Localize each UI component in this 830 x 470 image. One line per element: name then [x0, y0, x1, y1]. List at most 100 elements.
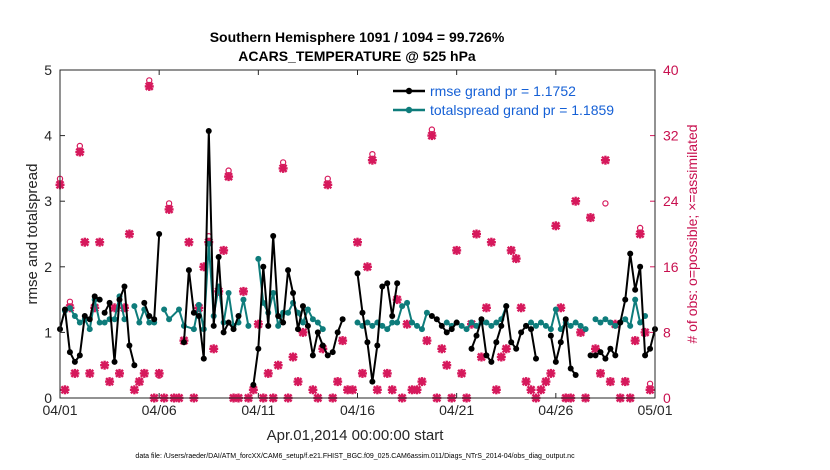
x-tick-label: 04/21: [439, 402, 474, 418]
rmse-point: [91, 293, 98, 300]
totalspread-point: [369, 322, 376, 329]
y-left-tick-labels: 0 1 2 3 4 5: [44, 62, 52, 406]
obs-assimilated-marker: [95, 237, 105, 247]
totalspread-point: [389, 319, 396, 326]
obs-assimilated-marker: [353, 237, 362, 247]
obs-assimilated-marker: [472, 229, 481, 239]
rmse-point: [319, 342, 326, 349]
totalspread-point: [314, 319, 321, 326]
data-file-footer: data file: /Users/raeder/DAI/ATM_forcXX/…: [135, 453, 575, 460]
rmse-point: [468, 345, 475, 352]
totalspread-point: [607, 319, 614, 326]
rmse-point: [354, 270, 361, 277]
totalspread-point: [304, 306, 311, 313]
obs-assimilated-marker: [263, 368, 273, 378]
rmse-point: [339, 316, 346, 323]
rmse-point: [523, 322, 530, 329]
obs-assimilated-marker: [124, 229, 134, 239]
y-left-tick-label: 4: [44, 128, 52, 144]
obs-assimilated-marker: [154, 368, 164, 378]
totalspread-point: [493, 319, 500, 326]
rmse-series: [57, 128, 658, 388]
totalspread-point: [240, 296, 247, 303]
obs-assimilated-marker: [600, 155, 610, 165]
legend-rmse-label: rmse grand pr = 1.1752: [430, 83, 576, 99]
rmse-point: [290, 290, 297, 297]
rmse-point: [195, 313, 202, 319]
obs-assimilated-marker: [382, 368, 392, 378]
totalspread-point: [225, 290, 232, 297]
rmse-point: [428, 313, 435, 319]
totalspread-point: [190, 326, 197, 333]
rmse-point: [518, 329, 525, 336]
legend: rmse grand pr = 1.1752 totalspread grand…: [393, 83, 614, 118]
rmse-point: [433, 316, 440, 323]
rmse-point: [106, 299, 113, 306]
obs-assimilated-marker: [521, 377, 531, 387]
obs-assimilated-marker: [164, 204, 174, 214]
obs-assimilated-marker: [278, 163, 288, 173]
obs-assimilated-marker: [308, 385, 318, 395]
rmse-point: [225, 319, 232, 326]
totalspread-point: [275, 322, 282, 329]
legend-spread-label: totalspread grand pr = 1.1859: [430, 102, 614, 118]
rmse-point: [205, 128, 212, 135]
totalspread-point: [572, 319, 579, 326]
totalspread-point: [627, 322, 634, 329]
totalspread-point: [443, 319, 450, 326]
obs-assimilated-marker: [605, 377, 615, 387]
obs-assimilated-marker: [129, 385, 139, 395]
rmse-point: [637, 263, 644, 270]
rmse-point: [513, 345, 520, 352]
rmse-point: [314, 329, 321, 336]
rmse-point: [547, 332, 554, 339]
obs-assimilated-marker: [288, 352, 298, 362]
rmse-point: [190, 309, 197, 316]
rmse-point: [478, 316, 485, 323]
totalspread-point: [96, 319, 103, 326]
obs-assimilated-marker: [516, 303, 526, 313]
obs-assimilated-marker: [620, 377, 630, 387]
rmse-point: [379, 283, 386, 290]
obs-assimilated-marker: [362, 262, 372, 272]
plot-area: [60, 70, 655, 398]
obs-assimilated-marker: [437, 344, 447, 354]
obs-assimilated-marker: [224, 172, 234, 182]
rmse-point: [438, 322, 445, 329]
obs-assimilated-marker: [511, 254, 521, 264]
rmse-point: [389, 313, 396, 319]
y-right-tick-label: 0: [663, 390, 671, 406]
obs-assimilated-marker: [85, 368, 95, 378]
obs-assimilated-marker: [630, 336, 640, 346]
rmse-point: [384, 280, 391, 287]
y-left-tick-label: 3: [44, 193, 52, 209]
totalspread-point: [76, 319, 83, 326]
totalspread-point: [270, 290, 277, 297]
rmse-point: [602, 355, 609, 362]
totalspread-point: [409, 319, 416, 326]
totalspread-point: [166, 316, 173, 323]
totalspread-point: [394, 319, 401, 326]
totalspread-point: [364, 319, 371, 326]
obs-assimilated-marker: [412, 385, 422, 395]
totalspread-point: [542, 322, 549, 329]
x-tick-label: 04/06: [142, 402, 177, 418]
totalspread-point: [528, 319, 535, 326]
rmse-point: [448, 326, 455, 333]
y-left-tick-label: 5: [44, 62, 52, 78]
y-right-tick-label: 24: [663, 193, 679, 209]
obs-assimilated-marker: [551, 221, 561, 231]
rmse-point: [562, 316, 569, 323]
y-right-tick-label: 16: [663, 259, 679, 275]
rmse-point: [235, 313, 242, 319]
totalspread-point: [547, 326, 554, 333]
rmse-point: [498, 322, 505, 329]
rmse-point: [587, 352, 594, 359]
totalspread-point: [567, 322, 574, 329]
totalspread-point: [146, 319, 153, 326]
rmse-point: [309, 352, 316, 359]
rmse-point: [111, 358, 118, 365]
rmse-point: [141, 299, 148, 306]
totalspread-point: [319, 326, 326, 333]
